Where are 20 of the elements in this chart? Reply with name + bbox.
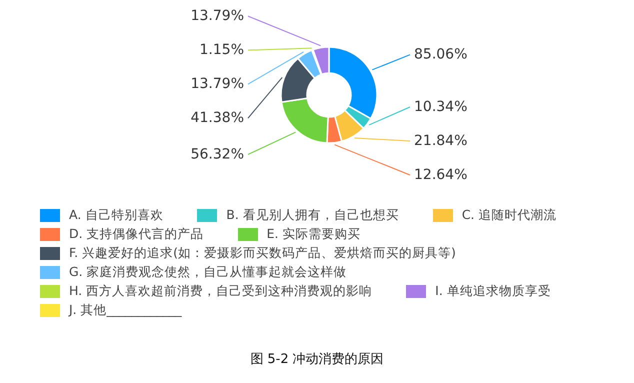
data-label: 41.38% (190, 110, 244, 126)
data-label: 13.79% (190, 8, 244, 24)
legend-label: F. 兴趣爱好的追求(如：爱摄影而买数码产品、爱烘焙而买的厨具等) (69, 245, 456, 262)
legend-label: G. 家庭消费观念使然，自己从懂事起就会这样做 (69, 264, 347, 281)
data-label: 12.64% (414, 167, 468, 183)
legend-label: A. 自己特别喜欢 (69, 207, 164, 224)
legend-label: D. 支持偶像代言的产品 (69, 226, 204, 243)
data-label: 56.32% (190, 146, 244, 162)
data-label: 85.06% (414, 46, 468, 63)
legend-label: J. 其他____________ (69, 302, 182, 319)
legend-label: C. 追随时代潮流 (462, 207, 556, 224)
data-label: 21.84% (414, 133, 468, 149)
text: 图 5-2 冲动消费的原因 (249, 351, 385, 368)
legend-label: I. 单纯追求物质享受 (435, 283, 551, 300)
legend-label: H. 西方人喜欢超前消费，自己受到这种消费观的影响 (69, 283, 372, 300)
data-label: 13.79% (190, 76, 244, 92)
data-label: 1.15% (200, 42, 244, 58)
legend-label: E. 实际需要购买 (266, 226, 360, 243)
legend-label: B. 看见别人拥有，自己也想买 (226, 207, 399, 224)
data-label: 10.34% (414, 99, 468, 115)
